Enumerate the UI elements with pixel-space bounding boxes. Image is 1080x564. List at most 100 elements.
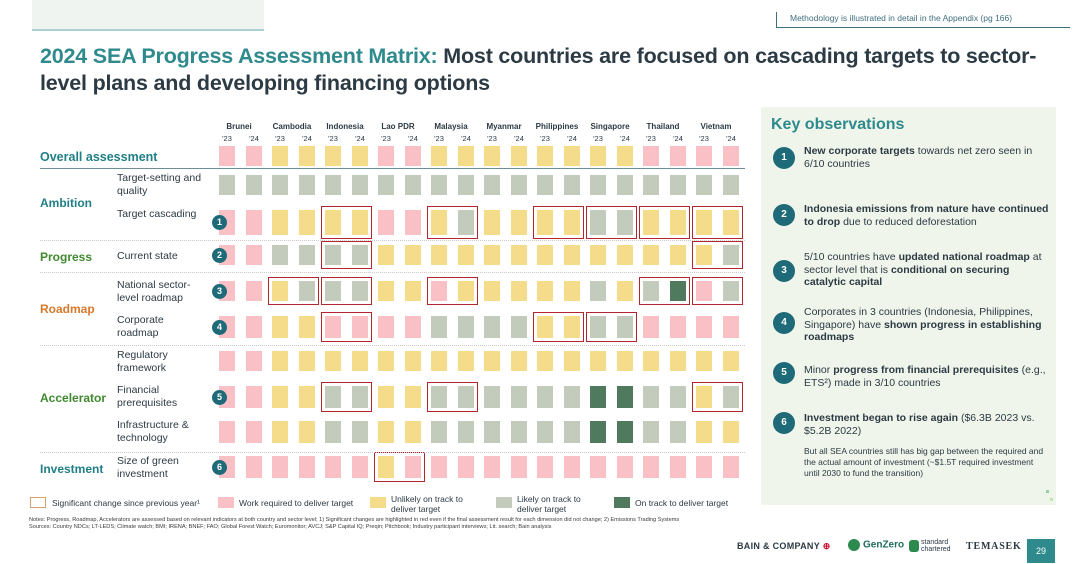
matrix-cell — [272, 175, 288, 195]
matrix-cell — [299, 421, 315, 443]
matrix-cell — [325, 146, 341, 166]
matrix-cell — [511, 146, 527, 166]
significant-change-highlight — [533, 206, 584, 239]
matrix-cell — [352, 210, 368, 235]
standard-chartered-logo: standard chartered — [909, 539, 964, 553]
genzero-text: GenZero — [863, 539, 905, 551]
matrix-cell — [219, 351, 235, 371]
year-label: '24 — [726, 134, 736, 143]
matrix-cell — [431, 146, 447, 166]
matrix-cell — [537, 386, 553, 408]
matrix-cell — [511, 281, 527, 301]
matrix-cell — [458, 386, 474, 408]
matrix-cell — [670, 316, 686, 338]
matrix-cell — [378, 245, 394, 265]
matrix-cell — [643, 175, 659, 195]
matrix-cell — [246, 316, 262, 338]
country-header: Malaysia — [434, 122, 468, 131]
significant-change-highlight — [692, 206, 743, 239]
indicator-label: Target cascading — [117, 208, 197, 220]
matrix-cell — [670, 175, 686, 195]
year-label: '23 — [328, 134, 338, 143]
matrix-cell — [564, 281, 580, 301]
matrix-cell — [723, 456, 739, 478]
observation-number: 2 — [773, 204, 795, 226]
country-header: Philippines — [535, 122, 579, 131]
genzero-logo: GenZero — [848, 539, 904, 551]
matrix-cell — [511, 421, 527, 443]
matrix-cell — [431, 386, 447, 408]
matrix-cell — [246, 281, 262, 301]
matrix-cell — [723, 351, 739, 371]
matrix-cell — [484, 281, 500, 301]
matrix-cell — [431, 351, 447, 371]
matrix-cell — [352, 351, 368, 371]
year-label: '24 — [567, 134, 577, 143]
significant-change-highlight — [321, 277, 372, 305]
observation-text-part: updated national roadmap — [898, 251, 1030, 263]
matrix-cell — [458, 245, 474, 265]
matrix-cell — [564, 210, 580, 235]
matrix-cell — [590, 146, 606, 166]
indicator-number-badge: 6 — [212, 459, 227, 475]
significant-change-highlight — [427, 206, 478, 239]
observation-text: Investment began to rise again ($6.3B 20… — [804, 412, 1049, 437]
matrix-cell — [352, 146, 368, 166]
matrix-cell — [405, 386, 421, 408]
matrix-cell — [590, 421, 606, 443]
key-observations-title: Key observations — [771, 116, 905, 133]
significant-change-highlight — [321, 241, 372, 269]
matrix-cell — [670, 351, 686, 371]
matrix-cell — [431, 281, 447, 301]
matrix-cell — [643, 386, 659, 408]
matrix-cell — [378, 421, 394, 443]
observation-number: 3 — [773, 260, 795, 282]
matrix-cell — [431, 421, 447, 443]
matrix-cell — [299, 351, 315, 371]
indicator-label: Size of green investment — [117, 455, 179, 480]
matrix-cell — [272, 281, 288, 301]
genzero-icon — [848, 539, 860, 551]
country-header: Indonesia — [326, 122, 364, 131]
country-header: Thailand — [646, 122, 680, 131]
indicator-label: Financial prerequisites — [117, 384, 178, 409]
matrix-cell — [670, 210, 686, 235]
year-label: '24 — [249, 134, 259, 143]
matrix-cell — [405, 456, 421, 478]
matrix-cell — [511, 210, 527, 235]
observation-text: Indonesia emissions from nature have con… — [804, 203, 1049, 228]
indicator-label: Regulatory framework — [117, 349, 168, 374]
observation-number: 1 — [773, 147, 795, 169]
observation-text-part: (e.g., ETS²) made in 3/10 countries — [804, 364, 1046, 389]
matrix-cell — [723, 386, 739, 408]
matrix-cell — [458, 175, 474, 195]
legend-swatch-likely — [496, 497, 512, 508]
year-label: '24 — [461, 134, 471, 143]
separator — [40, 452, 745, 453]
matrix-cell — [590, 210, 606, 235]
indicator-number-badge: 3 — [212, 283, 227, 299]
header-tab-decoration — [32, 0, 264, 31]
matrix-cell — [219, 175, 235, 195]
matrix-cell — [590, 245, 606, 265]
observation-text-part: Indonesia emissions from nature have con… — [804, 203, 1049, 228]
matrix-cell — [484, 210, 500, 235]
year-label: '23 — [434, 134, 444, 143]
accelerator-label: Accelerator — [40, 391, 107, 405]
methodology-note: Methodology is illustrated in detail in … — [776, 12, 1070, 28]
matrix-cell — [299, 175, 315, 195]
country-header: Myanmar — [486, 122, 522, 131]
matrix-cell — [431, 316, 447, 338]
matrix-cell — [511, 456, 527, 478]
matrix-cell — [352, 316, 368, 338]
overall-assessment-label: Overall assessment — [40, 150, 158, 164]
standard-chartered-text: standard chartered — [921, 539, 951, 553]
matrix-cell — [352, 281, 368, 301]
significant-change-highlight — [321, 382, 372, 412]
matrix-cell — [378, 386, 394, 408]
matrix-cell — [246, 456, 262, 478]
matrix-cell — [246, 421, 262, 443]
notes-text: Notes: Progress, Roadmap, Accelerators a… — [29, 517, 680, 523]
bain-logo: BAIN & COMPANY ⊕ — [737, 541, 831, 552]
matrix-cell — [484, 245, 500, 265]
